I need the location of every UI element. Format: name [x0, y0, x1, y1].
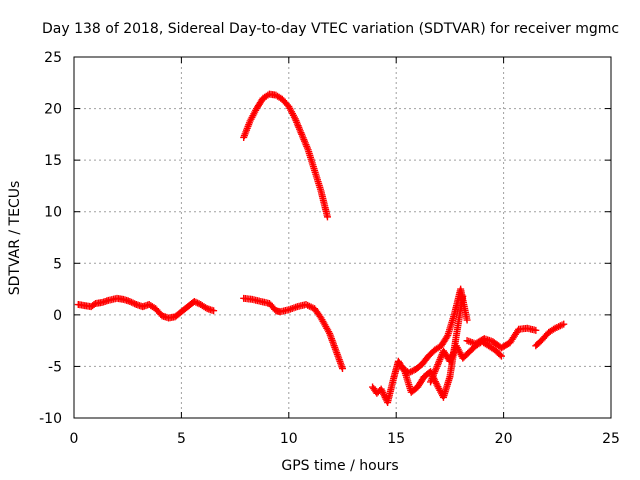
y-tick-label: 20 [44, 102, 62, 118]
y-axis-label: SDTVAR / TECUs [7, 181, 23, 296]
data-point [126, 297, 134, 305]
y-tick-label: 10 [44, 205, 62, 221]
y-tick-label: -5 [48, 359, 62, 375]
series-seg3 [240, 294, 346, 372]
series-seg8 [532, 320, 568, 350]
data-point [405, 369, 413, 377]
data-point-dense [129, 299, 137, 307]
data-point-dense [202, 304, 210, 312]
data-point-dense [127, 298, 135, 306]
data-point [339, 364, 346, 372]
series-seg2 [240, 90, 331, 221]
data-point-dense [407, 368, 415, 376]
plot-frame [73, 56, 612, 419]
x-tick-label: 25 [602, 431, 620, 447]
data-layer [74, 90, 568, 407]
x-tick-labels: 0 5 10 15 20 25 [70, 431, 620, 447]
x-tick-label: 0 [70, 431, 79, 447]
x-tick-label: 5 [177, 431, 186, 447]
data-point [497, 352, 505, 360]
data-point-dense [131, 300, 139, 308]
data-point [190, 297, 198, 305]
data-point [532, 326, 540, 334]
data-point [210, 307, 218, 315]
data-point-dense [90, 301, 98, 309]
y-tick-label: 15 [44, 153, 62, 169]
y-tick-labels: -10 -5 0 5 10 15 20 25 [39, 50, 62, 427]
series-seg1 [74, 294, 218, 322]
data-point-dense [496, 351, 504, 359]
x-tick-label: 10 [280, 431, 298, 447]
x-tick-label: 20 [495, 431, 513, 447]
grid-layer [74, 57, 611, 418]
y-tick-label: 0 [53, 308, 62, 324]
tick-layer [73, 56, 612, 419]
x-axis-label: GPS time / hours [281, 458, 398, 474]
data-point-dense [443, 333, 451, 341]
data-point [560, 320, 568, 328]
data-point-dense [192, 298, 200, 306]
series-seg5 [399, 285, 471, 377]
y-tick-label: 25 [44, 50, 62, 66]
y-tick-label: 5 [53, 256, 62, 272]
data-point [463, 316, 471, 324]
series-seg7 [463, 324, 540, 352]
y-tick-label: -10 [39, 411, 62, 427]
x-tick-label: 15 [387, 431, 405, 447]
chart-title: Day 138 of 2018, Sidereal Day-to-day VTE… [42, 21, 619, 37]
data-point-dense [408, 367, 416, 375]
data-point-dense [194, 299, 202, 307]
data-point [323, 213, 331, 221]
